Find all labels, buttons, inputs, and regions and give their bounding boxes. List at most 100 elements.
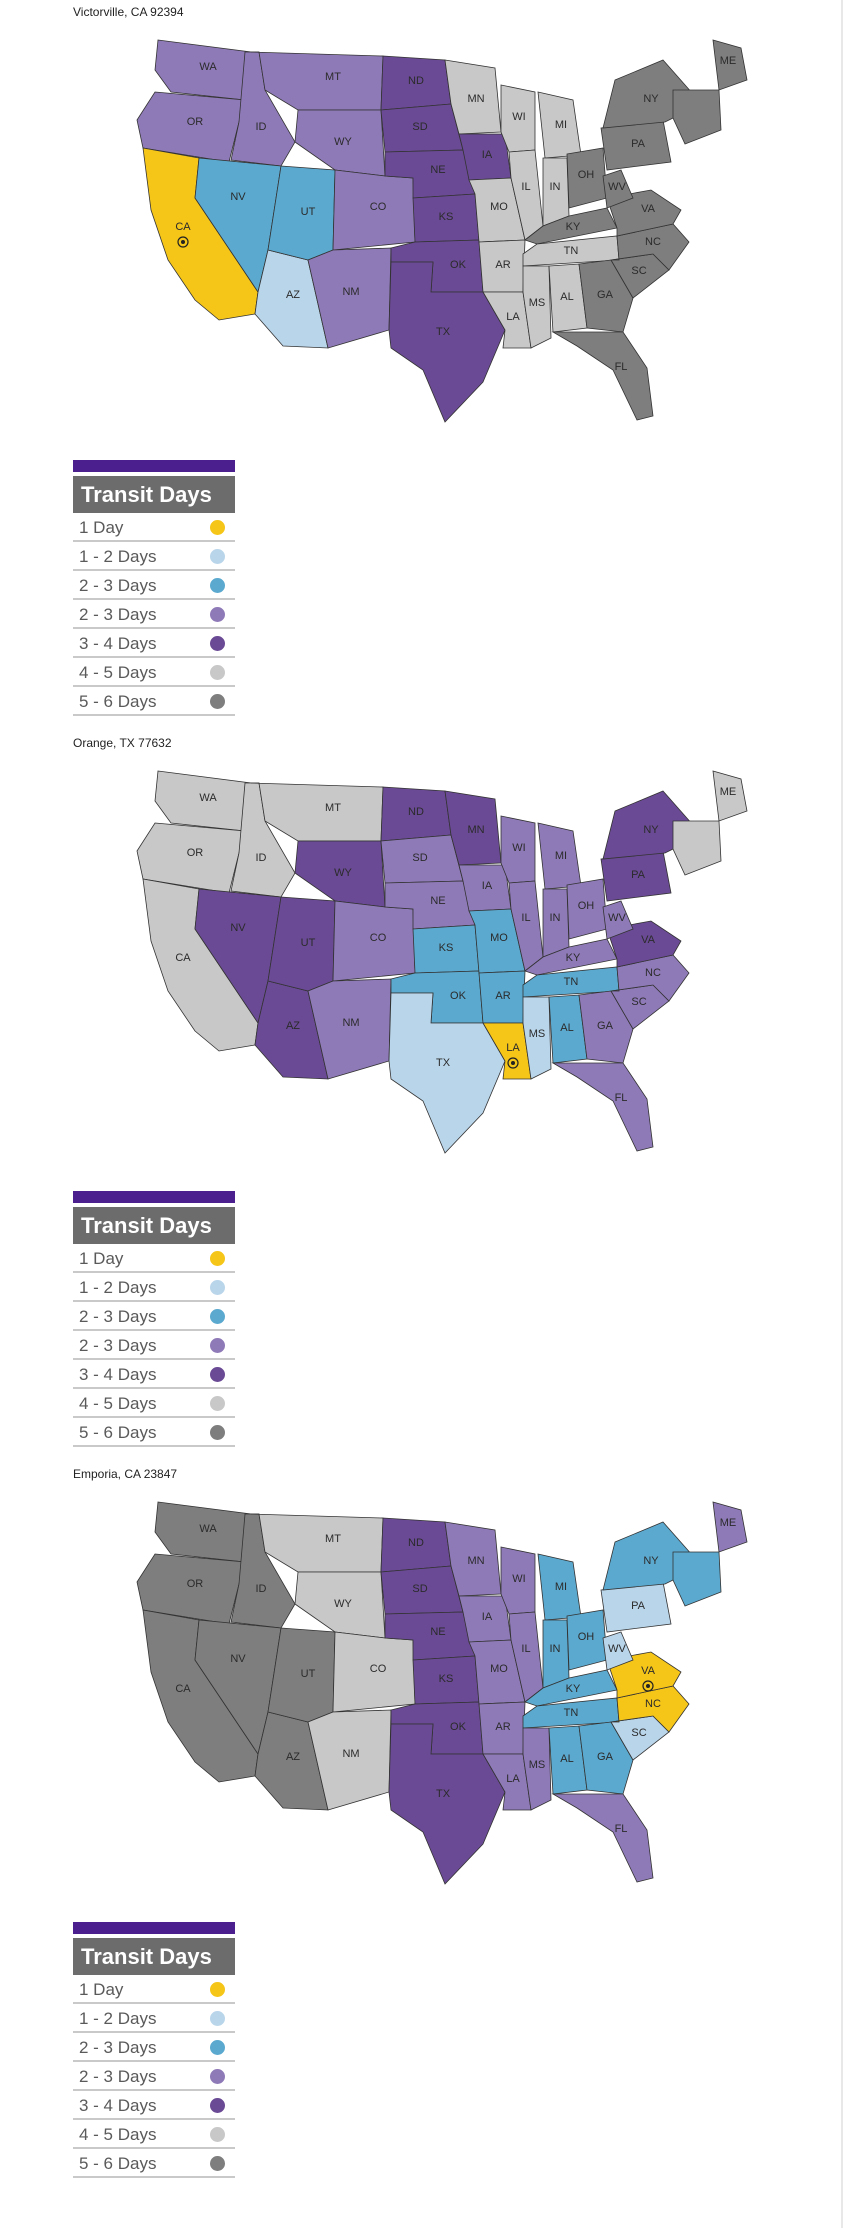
legend-item: 2 - 3 Days [73,600,235,629]
state-label: NC [645,236,661,248]
legend-item: 2 - 3 Days [73,571,235,600]
state-region [482,1753,532,1811]
state-label: SD [412,852,427,864]
state-label: UT [301,206,316,218]
legend-item: 1 - 2 Days [73,1273,235,1302]
state-label: MS [529,1028,546,1040]
state-label: SC [631,265,646,277]
state-label: WV [608,912,626,924]
state-label: CA [175,952,191,964]
legend-label: 5 - 6 Days [79,2154,157,2173]
legend-item: 2 - 3 Days [73,2033,235,2062]
legend-item: 2 - 3 Days [73,1331,235,1360]
legend-label: 1 Day [79,1980,124,1999]
state-label: OH [578,1631,595,1643]
legend-label: 3 - 4 Days [79,1365,157,1384]
state-region [602,900,634,940]
legend-item: 5 - 6 Days [73,1418,235,1447]
legend-item: 4 - 5 Days [73,658,235,687]
state-label: ME [720,786,737,798]
state-region [551,1062,654,1152]
state-label: MO [490,1663,508,1675]
us-transit-map: WA OR CA ID NV AZ UT MT WY CO NM ND SD NE KS OK TX MN IA MO… [136,1501,748,1885]
state-label: ME [720,1517,737,1529]
legend-title: Transit Days [73,476,235,513]
map-title: Emporia, CA 23847 [73,1467,178,1481]
state-label: MI [555,1581,567,1593]
state-label: UT [301,1668,316,1680]
legend-label: 4 - 5 Days [79,1394,157,1413]
state-label: OH [578,169,595,181]
state-label: OK [450,259,467,271]
state-label: ID [256,1583,267,1595]
map-title: Victorville, CA 92394 [73,5,184,19]
state-label: PA [631,1600,646,1612]
state-label: CO [370,932,387,944]
legend-swatch [210,1396,225,1411]
state-region [712,770,748,822]
state-label: IA [482,880,493,892]
state-label: OR [187,1578,204,1590]
state-region [606,189,682,237]
state-label: MS [529,1759,546,1771]
legend-item: 1 Day [73,1975,235,2004]
legend-label: 4 - 5 Days [79,663,157,682]
state-label: WA [199,792,217,804]
state-label: GA [597,1751,614,1763]
state-label: ND [408,1537,424,1549]
state-label: AL [560,291,573,303]
state-region [522,996,552,1080]
state-label: NV [230,922,246,934]
state-region [444,790,502,866]
legend-item: 3 - 4 Days [73,1360,235,1389]
state-region [610,1685,690,1733]
state-label: WI [512,1573,525,1585]
state-label: UT [301,937,316,949]
state-label: AZ [286,1751,300,1763]
state-region [606,920,682,968]
state-region [522,265,552,349]
legend-swatch [210,2011,225,2026]
origin-marker-dot-icon [511,1061,515,1065]
legend-item: 1 - 2 Days [73,2004,235,2033]
state-label: NY [643,824,659,836]
legend-label: 1 - 2 Days [79,1278,157,1297]
state-label: CO [370,1663,387,1675]
origin-marker-icon [507,1057,519,1069]
state-region [482,1022,532,1080]
state-label: OK [450,1721,467,1733]
map-title: Orange, TX 77632 [73,736,172,750]
state-label: WA [199,1523,217,1535]
state-region [444,59,502,135]
legend-title: Transit Days [73,1207,235,1244]
state-label: NE [430,164,445,176]
legend-swatch [210,607,225,622]
state-label: SC [631,1727,646,1739]
state-label: MN [467,1555,484,1567]
legend-item: 4 - 5 Days [73,2120,235,2149]
legend-accent-bar [73,1922,235,1934]
state-label: AZ [286,289,300,301]
state-label: WA [199,61,217,73]
legend-swatch [210,694,225,709]
state-label: KS [439,211,454,223]
state-label: VA [641,203,656,215]
legend-swatch [210,1425,225,1440]
state-label: IL [521,181,530,193]
state-label: GA [597,1020,614,1032]
legend-label: 2 - 3 Days [79,576,157,595]
legend-label: 2 - 3 Days [79,605,157,624]
state-label: TX [436,1788,451,1800]
state-label: NM [342,286,359,298]
legend-swatch [210,1309,225,1324]
legend-swatch [210,2040,225,2055]
legend-swatch [210,2127,225,2142]
state-label: PA [631,138,646,150]
state-label: OR [187,847,204,859]
legend-label: 3 - 4 Days [79,2096,157,2115]
state-region [606,1651,682,1699]
origin-marker-icon [642,1680,654,1692]
state-label: KY [566,221,581,233]
legend-accent-bar [73,1191,235,1203]
legend-label: 2 - 3 Days [79,2038,157,2057]
